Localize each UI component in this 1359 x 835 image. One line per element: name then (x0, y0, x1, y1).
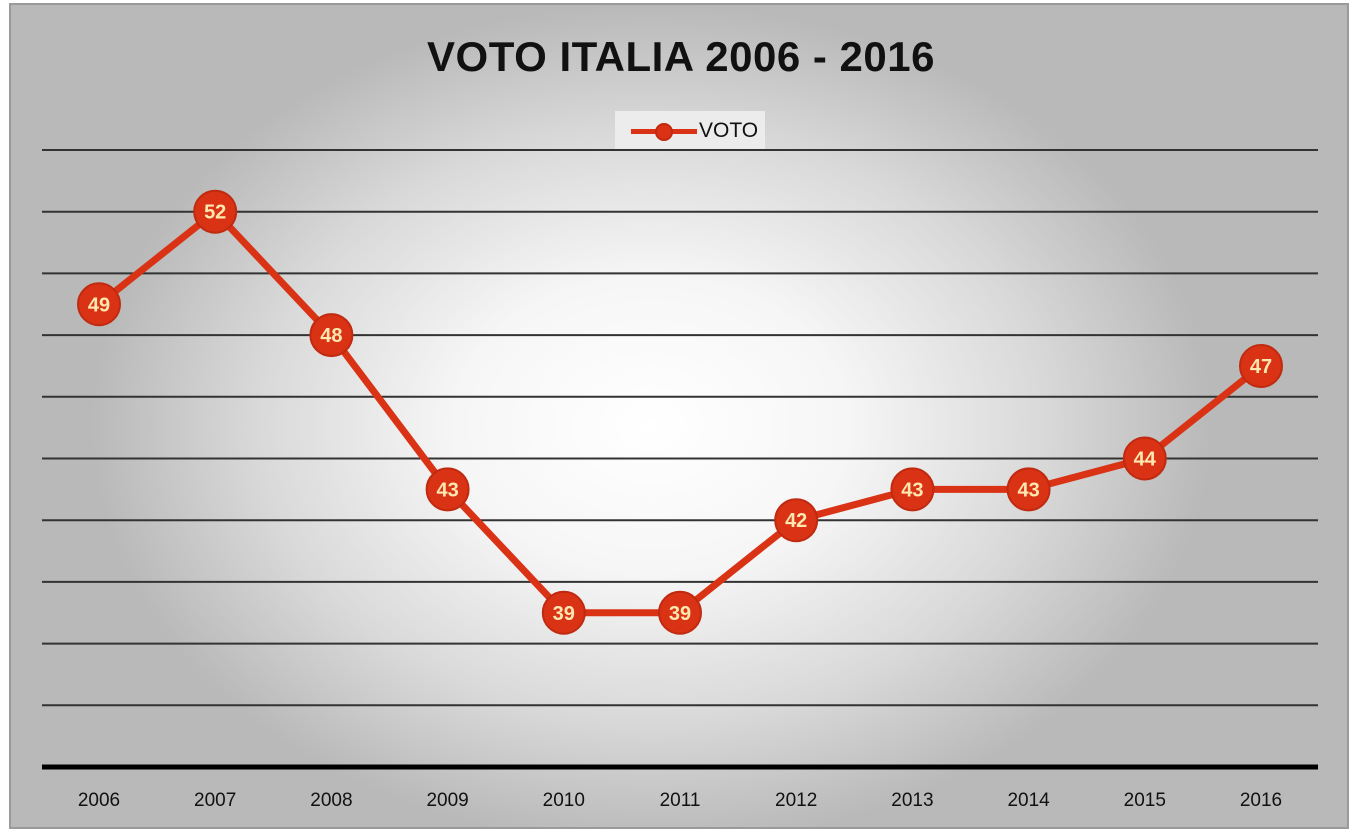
data-point-marker (1122, 436, 1167, 481)
data-point-marker (77, 282, 121, 327)
data-point-marker (1239, 343, 1283, 388)
x-tick-label: 2007 (194, 790, 236, 811)
x-tick-label: 2016 (1240, 790, 1282, 811)
legend-swatch-marker (655, 123, 673, 141)
data-label: 43 (1017, 479, 1039, 501)
x-tick-label: 2011 (660, 790, 701, 811)
x-tick-label: 2008 (310, 790, 352, 811)
data-label: 43 (436, 479, 458, 501)
data-point-marker (541, 590, 586, 635)
data-label: 52 (204, 202, 226, 224)
data-label: 39 (553, 603, 575, 625)
data-point-marker (890, 467, 935, 512)
x-tick-label: 2009 (426, 790, 468, 811)
chart-title: VOTO ITALIA 2006 - 2016 (427, 33, 935, 80)
data-label: 48 (320, 325, 342, 347)
legend: VOTO (615, 111, 765, 151)
x-tick-label: 2006 (78, 790, 120, 811)
x-tick-label: 2014 (1007, 790, 1050, 811)
x-tick-label: 2013 (891, 790, 933, 811)
chart-frame: VOTO ITALIA 2006 - 2016 VOTO (9, 3, 1349, 829)
data-point-marker (425, 467, 470, 512)
series-line (95, 208, 1265, 617)
data-point-marker (309, 313, 354, 358)
data-label: 43 (901, 479, 923, 501)
data-label: 47 (1250, 356, 1272, 378)
x-tick-label: 2010 (543, 790, 585, 811)
data-point-marker (193, 189, 238, 234)
legend-swatch (631, 111, 697, 151)
legend-label: VOTO (699, 119, 759, 142)
data-label: 49 (88, 294, 110, 316)
data-point-marker (1006, 467, 1051, 512)
x-tick-label: 2012 (775, 790, 817, 811)
data-point-marker (658, 590, 702, 635)
data-label: 42 (785, 510, 807, 532)
x-tick-label: 2015 (1124, 790, 1166, 811)
data-label: 39 (669, 603, 691, 625)
data-label: 44 (1134, 449, 1157, 471)
data-point-marker (774, 498, 819, 543)
